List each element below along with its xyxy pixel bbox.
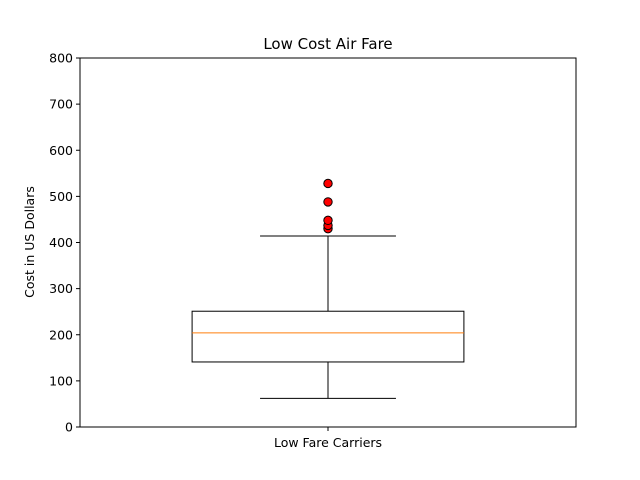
plot-frame	[79, 57, 577, 428]
y-tick-label: 700	[49, 97, 73, 112]
y-tick-label: 300	[49, 281, 73, 296]
y-axis-label: Cost in US Dollars	[22, 186, 37, 298]
y-tick-label: 400	[49, 235, 73, 250]
y-tick-label: 0	[65, 420, 73, 435]
y-tick-label: 500	[49, 189, 73, 204]
y-tick-label: 800	[49, 51, 73, 66]
outlier-point	[323, 215, 333, 226]
plot-area: 0 100 200 300 400 500 600 700 800 Low Fare Carrie…	[49, 51, 465, 450]
y-tick-label: 100	[49, 373, 73, 388]
iqr-box	[191, 310, 465, 363]
y-tick-label: 600	[49, 143, 73, 158]
x-tick-label: Low Fare Carriers	[274, 435, 382, 450]
y-tick-label: 200	[49, 327, 73, 342]
outlier-point	[323, 197, 333, 207]
outlier-point	[323, 178, 333, 189]
chart-title: Low Cost Air Fare	[263, 35, 392, 53]
